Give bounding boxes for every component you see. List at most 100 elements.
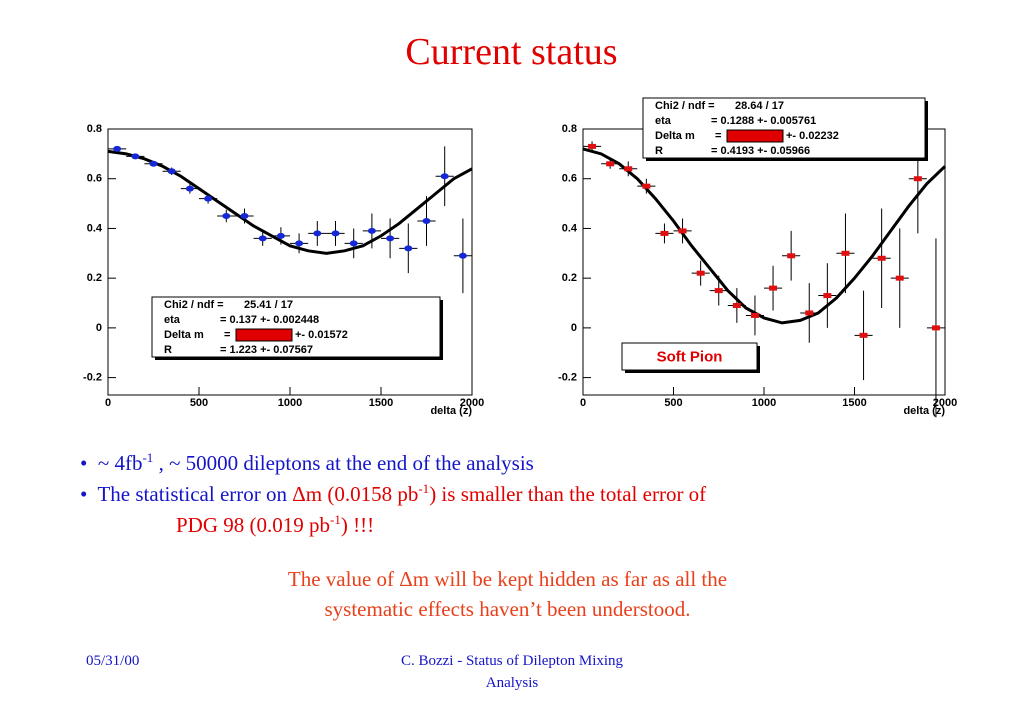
- x-tick-label: 2000: [460, 397, 484, 409]
- stats-value: = 0.137 +- 0.002448: [220, 314, 319, 326]
- stats-box: [151, 296, 441, 358]
- hidden-value: [235, 328, 293, 342]
- data-point: [732, 303, 741, 309]
- title: Current status: [405, 31, 618, 73]
- data-point: [696, 270, 705, 276]
- data-point: [131, 153, 140, 160]
- bullet-text: ~ 4fb: [97, 451, 143, 475]
- hidden-value: [726, 129, 784, 143]
- x-tick-label: 0: [580, 397, 586, 409]
- y-tick-label: 0.6: [562, 173, 577, 185]
- stats-label: eta: [164, 314, 181, 326]
- bullet: • The statistical error on Δm (0.0158 pb…: [80, 481, 707, 506]
- data-point: [750, 312, 759, 318]
- fit-curve: [582, 147, 947, 325]
- stats-value: =: [715, 130, 721, 142]
- data-point: [222, 213, 231, 220]
- stats-value: 25.41 / 17: [244, 299, 293, 311]
- stats-value: = 1.223 +- 0.07567: [220, 344, 313, 356]
- x-tick-label: 500: [190, 397, 208, 409]
- stats-label: R: [164, 344, 172, 356]
- y-tick-label: 0.4: [562, 222, 578, 234]
- stats-value: = 0.4193 +- 0.05966: [711, 145, 810, 157]
- data-point: [588, 143, 597, 149]
- superscript: -1: [142, 450, 154, 465]
- note-line: The value of Δm will be kept hidden as f…: [287, 567, 728, 591]
- y-tick-label: 0.4: [87, 222, 103, 234]
- data-point: [895, 275, 904, 281]
- data-point: [606, 161, 615, 167]
- data-point: [367, 227, 376, 234]
- data-point: [149, 160, 158, 167]
- data-point: [331, 230, 340, 237]
- stats-label: Delta m: [164, 329, 204, 341]
- bullet-text: , ~ 50000 dileptons at the end of the an…: [153, 451, 534, 475]
- data-point: [386, 235, 395, 242]
- footer-author: C. Bozzi - Status of Dilepton Mixing: [400, 653, 624, 669]
- footer-author: Analysis: [485, 675, 539, 691]
- data-point: [404, 245, 413, 252]
- data-point: [313, 230, 322, 237]
- y-tick-label: 0: [571, 322, 577, 334]
- x-tick-label: 0: [105, 397, 111, 409]
- x-axis-label: delta (z): [903, 405, 945, 417]
- y-tick-label: 0.2: [87, 272, 102, 284]
- stats-label: eta: [655, 115, 672, 127]
- fit-curve: [107, 149, 473, 255]
- data-point: [240, 213, 249, 220]
- bullet-text: PDG 98 (0.019 pb: [176, 513, 331, 537]
- data-point: [859, 332, 868, 338]
- x-tick-label: 1500: [369, 397, 393, 409]
- bullet-text: Δm (0.0158 pb: [292, 482, 419, 506]
- footer-date: 05/31/00: [86, 653, 140, 669]
- y-tick-label: 0: [96, 322, 102, 334]
- data-point: [276, 232, 285, 239]
- stats-value: = 0.1288 +- 0.005761: [711, 115, 816, 127]
- stats-value: +- 0.02232: [786, 130, 839, 142]
- stats-value: 28.64 / 17: [735, 100, 784, 112]
- bullet-text: The statistical error on: [97, 482, 293, 506]
- data-point: [349, 240, 358, 247]
- data-point: [769, 285, 778, 291]
- annotation: Soft Pion: [657, 348, 723, 365]
- data-point: [660, 230, 669, 236]
- x-tick-label: 1000: [278, 397, 302, 409]
- bullet: • ~ 4fb-1 , ~ 50000 dileptons at the end…: [80, 450, 534, 475]
- x-tick-label: 1500: [842, 397, 866, 409]
- data-point: [805, 310, 814, 316]
- bullet-text: ) !!!: [340, 513, 375, 537]
- stats-value: =: [224, 329, 230, 341]
- data-point: [440, 173, 449, 180]
- data-point: [113, 145, 122, 152]
- data-point: [167, 168, 176, 175]
- stats-label: R: [655, 145, 663, 157]
- superscript: -1: [330, 512, 341, 527]
- x-tick-label: 1000: [752, 397, 776, 409]
- y-tick-label: 0.8: [87, 123, 102, 135]
- data-point: [204, 195, 213, 202]
- data-point: [458, 252, 467, 259]
- y-tick-label: -0.2: [558, 372, 577, 384]
- y-tick-label: 0.8: [562, 123, 577, 135]
- data-point: [787, 253, 796, 259]
- data-point: [678, 228, 687, 234]
- stats-label: Chi2 / ndf =: [655, 100, 715, 112]
- data-point: [877, 255, 886, 261]
- stats-value: +- 0.01572: [295, 329, 348, 341]
- stats-box: [642, 97, 926, 159]
- superscript: -1: [418, 481, 430, 496]
- bullet-continuation: PDG 98 (0.019 pb-1) !!!: [176, 512, 374, 538]
- data-point: [714, 288, 723, 294]
- data-point: [185, 185, 194, 192]
- note-line: systematic effects haven’t been understo…: [324, 597, 691, 621]
- x-tick-label: 500: [664, 397, 682, 409]
- data-point: [931, 325, 940, 331]
- x-axis-label: delta (z): [430, 405, 472, 417]
- annotation-box: [621, 342, 758, 371]
- y-tick-label: -0.2: [83, 372, 102, 384]
- data-point: [624, 166, 633, 172]
